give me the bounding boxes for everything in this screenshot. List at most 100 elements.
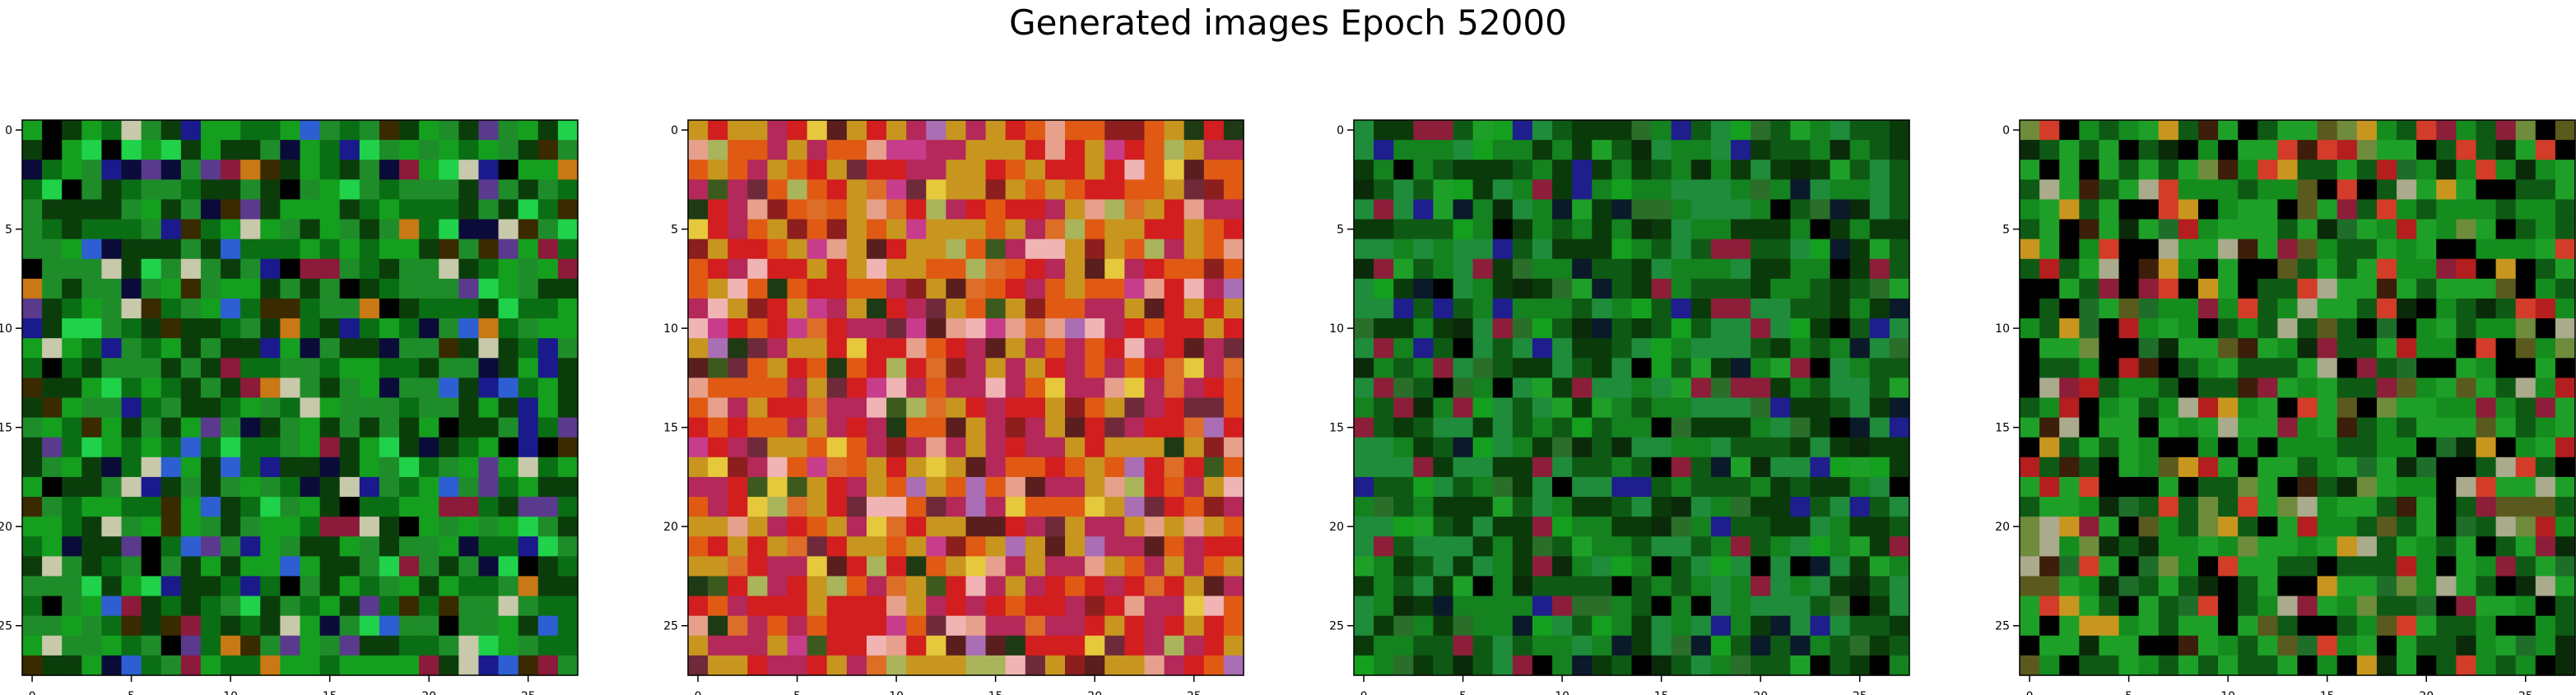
pixel-cell	[1085, 497, 1105, 517]
pixel-cell	[1492, 595, 1514, 617]
pixel-cell	[1611, 258, 1633, 280]
pixel-cell	[1124, 258, 1146, 280]
pixel-cell	[2079, 476, 2100, 498]
pixel-cell	[1223, 497, 1244, 517]
pixel-cell	[1552, 476, 1573, 498]
pixel-cell	[2178, 120, 2199, 141]
pixel-cell	[767, 278, 788, 299]
pixel-cell	[537, 318, 559, 339]
pixel-cell	[1203, 476, 1225, 498]
pixel-cell	[419, 397, 439, 419]
pixel-cell	[1592, 476, 1612, 498]
pixel-cell	[1611, 615, 1633, 637]
pixel-cell	[379, 239, 400, 260]
pixel-cell	[81, 298, 103, 319]
pixel-cell	[1393, 378, 1414, 399]
pixel-cell	[1611, 517, 1633, 537]
pixel-cell	[2376, 437, 2397, 458]
pixel-cell	[557, 278, 579, 299]
pixel-cell	[1374, 179, 1394, 201]
pixel-cell	[1005, 219, 1026, 240]
pixel-cell	[1144, 278, 1165, 299]
pixel-cell	[2277, 179, 2299, 201]
pixel-cell	[399, 378, 420, 399]
pixel-cell	[62, 397, 82, 419]
pixel-cell	[2059, 497, 2080, 517]
pixel-cell	[2059, 278, 2080, 299]
pixel-cell	[359, 160, 380, 180]
pixel-cell	[2456, 536, 2477, 557]
pixel-cell	[240, 397, 261, 419]
pixel-cell	[1472, 595, 1494, 617]
pixel-cell	[1472, 655, 1494, 676]
pixel-cell	[1611, 536, 1633, 557]
pixel-cell	[1731, 219, 1751, 240]
pixel-cell	[1731, 298, 1751, 319]
pixel-cell	[2297, 358, 2318, 378]
pixel-cell	[2436, 338, 2457, 359]
pixel-cell	[1393, 655, 1414, 676]
pixel-cell	[1731, 338, 1751, 359]
pixel-cell	[2535, 179, 2556, 201]
pixel-cell	[2079, 595, 2100, 617]
pixel-cell	[688, 437, 709, 458]
pixel-cell	[2297, 655, 2318, 676]
pixel-cell	[359, 556, 380, 577]
pixel-cell	[439, 417, 459, 438]
pixel-cell	[2376, 179, 2397, 201]
pixel-cell	[101, 358, 123, 378]
pixel-cell	[180, 417, 202, 438]
pixel-cell	[121, 160, 142, 180]
pixel-cell	[906, 239, 927, 260]
pixel-cell	[2218, 615, 2239, 637]
pixel-cell	[2555, 536, 2576, 557]
pixel-cell	[728, 378, 748, 399]
pixel-cell	[2337, 258, 2358, 280]
pixel-cell	[1453, 536, 1474, 557]
pixel-cell	[866, 179, 887, 201]
pixel-cell	[101, 338, 123, 359]
pixel-cell	[478, 120, 500, 141]
pixel-cell	[42, 338, 63, 359]
pixel-cell	[1532, 219, 1553, 240]
pixel-cell	[319, 140, 341, 160]
pixel-cell	[141, 437, 162, 458]
pixel-cell	[260, 358, 281, 378]
pixel-cell	[2376, 258, 2397, 280]
pixel-cell	[1453, 278, 1474, 299]
pixel-cell	[478, 318, 500, 339]
pixel-cell	[1374, 576, 1394, 597]
pixel-cell	[747, 258, 769, 280]
pixel-cell	[22, 140, 43, 160]
pixel-cell	[1005, 298, 1026, 319]
pixel-cell	[708, 219, 728, 240]
pixel-cell	[2397, 258, 2417, 280]
pixel-cell	[846, 298, 867, 319]
y-tick-label: 0	[1337, 124, 1344, 137]
pixel-cell	[557, 456, 579, 478]
pixel-cell	[2416, 338, 2437, 359]
pixel-cell	[1751, 120, 1771, 141]
pixel-cell	[2138, 219, 2160, 240]
pixel-cell	[767, 318, 788, 339]
pixel-cell	[1044, 397, 1066, 419]
pixel-cell	[121, 476, 142, 498]
pixel-cell	[359, 298, 380, 319]
pixel-cell	[728, 199, 748, 220]
pixel-cell	[2397, 199, 2417, 220]
pixel-cell	[886, 456, 907, 478]
pixel-cell	[221, 417, 241, 438]
pixel-cell	[2218, 120, 2239, 141]
pixel-cell	[2356, 258, 2378, 280]
pixel-cell	[2277, 476, 2299, 498]
pixel-cell	[688, 655, 709, 676]
pixel-cell	[767, 199, 788, 220]
pixel-cell	[1453, 140, 1474, 160]
pixel-cell	[2456, 635, 2477, 656]
pixel-cell	[458, 318, 480, 339]
pixel-cell	[2257, 120, 2278, 141]
pixel-cell	[1374, 140, 1394, 160]
pixel-cell	[2257, 199, 2278, 220]
pixel-cell	[2257, 635, 2278, 656]
pixel-cell	[2178, 318, 2199, 339]
